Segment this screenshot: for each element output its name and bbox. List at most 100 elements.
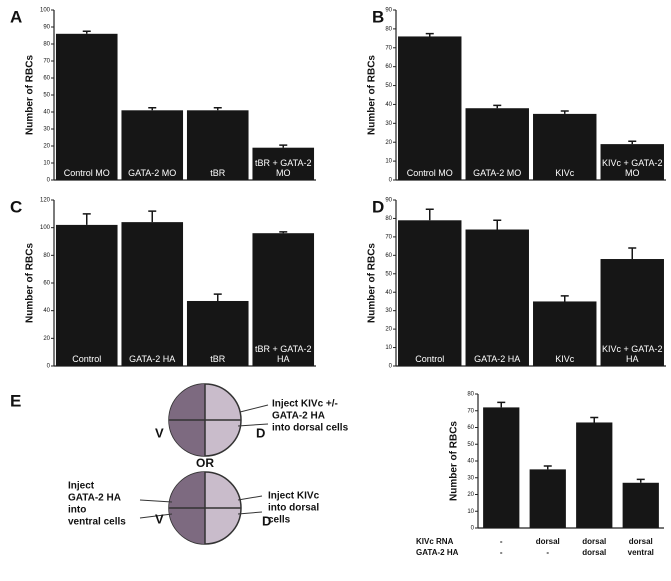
- error-bar: [279, 232, 287, 233]
- panel-letter: C: [10, 197, 22, 216]
- label-v: V: [155, 511, 164, 526]
- y-axis-label: Number of RBCs: [25, 243, 36, 323]
- x-tick-label: dorsal: [629, 537, 653, 546]
- category-box: tBR: [187, 334, 249, 366]
- y-axis-label: Number of RBCs: [367, 55, 378, 135]
- diagram-text: Inject KIVc +/-: [272, 399, 338, 410]
- y-axis-label: Number of RBCs: [449, 421, 460, 501]
- category-box: tBR: [187, 148, 249, 180]
- y-axis-label: Number of RBCs: [367, 243, 378, 323]
- x-tick-label: -: [546, 548, 549, 557]
- y-tick-label: 50: [385, 271, 392, 277]
- error-bar: [83, 31, 91, 34]
- bar: [530, 469, 566, 528]
- error-bar: [561, 296, 569, 302]
- y-tick-label: 120: [40, 198, 51, 204]
- y-tick-label: 100: [40, 225, 51, 231]
- x-tick-label: tBR + GATA-2 MO: [252, 148, 314, 180]
- error-bar: [148, 211, 156, 222]
- y-tick-label: 70: [43, 59, 50, 65]
- bar: [576, 422, 612, 528]
- category-box: GATA-2 HA: [466, 334, 529, 366]
- y-tick-label: 50: [385, 83, 392, 89]
- x-tick-label: Control MO: [398, 148, 461, 180]
- x-tick-label: GATA-2 HA: [466, 334, 529, 366]
- diagram-text: cells: [268, 515, 291, 526]
- error-bar: [83, 214, 91, 225]
- y-tick-label: 0: [47, 178, 51, 184]
- error-bar: [637, 479, 645, 482]
- label-or: OR: [196, 456, 214, 470]
- x-tick-label: GATA-2 HA: [121, 334, 183, 366]
- error-bar: [148, 108, 156, 111]
- y-tick-label: 40: [43, 308, 50, 314]
- row-title: KIVc RNA: [416, 537, 454, 546]
- y-tick-label: 80: [385, 216, 392, 222]
- embryo-diagram: V D OR V D: [140, 384, 271, 544]
- panel-letter: A: [10, 7, 22, 26]
- y-tick-label: 10: [385, 345, 392, 351]
- error-bar: [544, 466, 552, 469]
- category-box: GATA-2 MO: [121, 148, 183, 180]
- y-tick-label: 60: [385, 253, 392, 259]
- panel-letter: B: [372, 7, 384, 26]
- y-tick-label: 40: [43, 110, 50, 116]
- diagram-text: GATA-2 HA: [68, 493, 121, 504]
- bar: [623, 483, 659, 528]
- category-box: GATA-2 HA: [121, 334, 183, 366]
- y-tick-label: 80: [43, 42, 50, 48]
- y-tick-label: 30: [43, 127, 50, 133]
- y-tick-label: 0: [47, 364, 51, 370]
- x-tick-label: GATA-2 MO: [466, 148, 529, 180]
- y-tick-label: 30: [385, 308, 392, 314]
- y-tick-label: 90: [43, 25, 50, 31]
- error-bar: [590, 417, 598, 422]
- y-tick-label: 50: [467, 442, 474, 448]
- y-tick-label: 80: [385, 26, 392, 32]
- diagram-text: into dorsal cells: [272, 423, 349, 434]
- error-bar: [493, 105, 501, 108]
- error-bar: [426, 34, 434, 37]
- diagram-text: Inject KIVc: [268, 491, 320, 502]
- x-tick-label: Control: [56, 334, 118, 366]
- category-box: Control MO: [398, 148, 461, 180]
- category-box: Control: [56, 334, 118, 366]
- error-bar: [214, 108, 222, 111]
- x-tick-label: dorsal: [536, 537, 560, 546]
- y-tick-label: 90: [385, 198, 392, 204]
- diagram-text: ventral cells: [68, 517, 126, 528]
- diagram-text: into: [68, 505, 86, 516]
- error-bar: [497, 402, 505, 407]
- y-tick-label: 10: [385, 159, 392, 165]
- x-tick-label: dorsal: [582, 537, 606, 546]
- panel-letter: E: [10, 391, 21, 410]
- panel-letter: D: [372, 197, 384, 216]
- category-box: Control: [398, 334, 461, 366]
- x-tick-label: -: [500, 537, 503, 546]
- y-tick-label: 40: [385, 102, 392, 108]
- diagram-text: Inject: [68, 481, 95, 492]
- y-tick-label: 10: [467, 509, 474, 515]
- label-v: V: [155, 425, 164, 440]
- pointer: [238, 496, 262, 500]
- x-tick-label: KIVc + GATA-2 HA: [601, 334, 664, 366]
- y-tick-label: 70: [467, 408, 474, 414]
- error-bar: [493, 220, 501, 229]
- y-tick-label: 40: [385, 290, 392, 296]
- error-bar: [628, 248, 636, 259]
- category-box: tBR + GATA-2 HA: [252, 334, 314, 366]
- bar: [483, 407, 519, 528]
- error-bar: [214, 294, 222, 301]
- x-tick-label: Control MO: [56, 148, 118, 180]
- x-tick-label: KIVc: [533, 334, 596, 366]
- x-tick-label: dorsal: [582, 548, 606, 557]
- x-tick-label: KIVc: [533, 148, 596, 180]
- category-box: GATA-2 MO: [466, 148, 529, 180]
- error-bar: [628, 141, 636, 144]
- y-axis-label: Number of RBCs: [25, 55, 36, 135]
- y-tick-label: 20: [385, 140, 392, 146]
- category-box: KIVc + GATA-2 MO: [601, 148, 664, 180]
- y-tick-label: 0: [389, 364, 393, 370]
- y-tick-label: 30: [385, 121, 392, 127]
- y-tick-label: 20: [385, 327, 392, 333]
